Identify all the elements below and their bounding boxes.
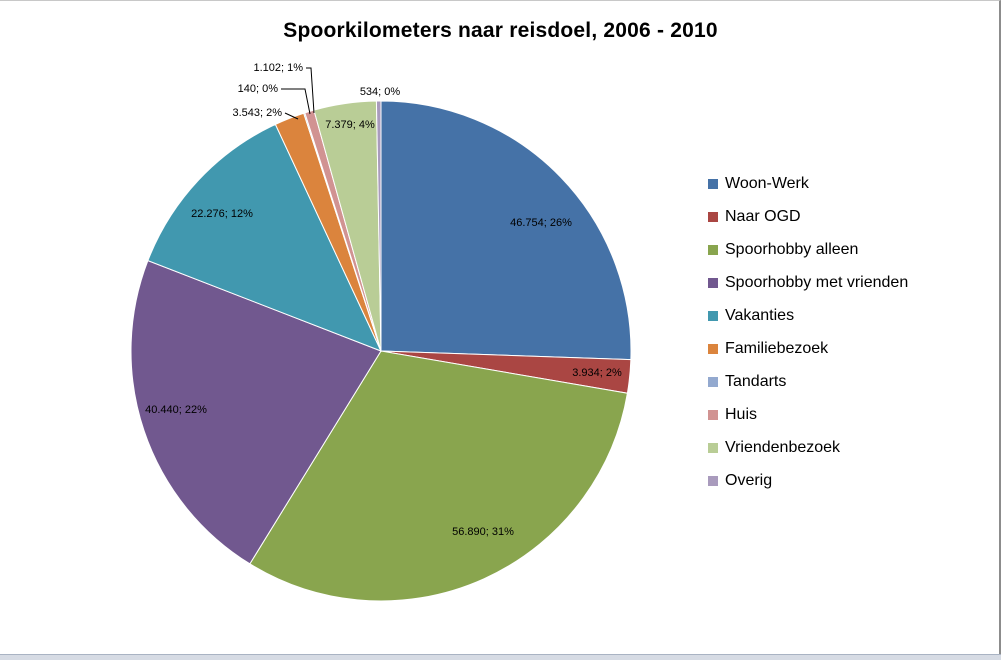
legend-label: Spoorhobby met vrienden <box>725 273 909 291</box>
legend: Woon-Werk Naar OGD Spoorhobby alleen Spoorh… <box>708 167 908 497</box>
leader-line <box>281 88 311 115</box>
legend-label: Spoorhobby alleen <box>725 240 859 258</box>
legend-swatch <box>708 244 718 255</box>
legend-label: Tandarts <box>725 372 787 390</box>
legend-label: Vriendenbezoek <box>725 438 841 456</box>
legend-swatch <box>708 376 718 387</box>
legend-swatch <box>708 277 718 288</box>
legend-item: Familiebezoek <box>708 332 908 365</box>
legend-swatch <box>708 409 718 420</box>
legend-item: Woon-Werk <box>708 167 908 200</box>
leader-line <box>306 67 315 114</box>
pie-slice-vakanties <box>147 123 382 352</box>
legend-item: Tandarts <box>708 365 908 398</box>
data-label: 3.934; 2% <box>572 367 622 379</box>
legend-label: Overig <box>725 471 773 489</box>
legend-label: Familiebezoek <box>725 339 829 357</box>
legend-label: Woon-Werk <box>725 174 809 192</box>
legend-item: Overig <box>708 464 908 497</box>
data-label: 46.754; 26% <box>510 217 572 229</box>
pie-slice-woon-werk <box>380 100 632 361</box>
data-label: 3.543; 2% <box>232 107 282 119</box>
chart-title: Spoorkilometers naar reisdoel, 2006 - 20… <box>283 19 718 42</box>
pie-slice-overig <box>375 100 382 352</box>
legend-item: Naar OGD <box>708 200 908 233</box>
legend-item: Huis <box>708 398 908 431</box>
pie-slice-spoorhobby-met-vrienden <box>130 259 382 565</box>
data-label: 140; 0% <box>238 83 279 95</box>
legend-swatch <box>708 475 718 486</box>
pie-slice-spoorhobby-alleen <box>249 350 628 602</box>
data-label: 22.276; 12% <box>191 208 253 220</box>
legend-swatch <box>708 211 718 222</box>
legend-item: Spoorhobby met vrienden <box>708 266 908 299</box>
legend-swatch <box>708 442 718 453</box>
legend-item: Vriendenbezoek <box>708 431 908 464</box>
legend-swatch <box>708 178 718 189</box>
leader-line <box>284 112 299 120</box>
data-label: 1.102; 1% <box>253 62 303 74</box>
legend-label: Huis <box>725 405 758 423</box>
data-label: 534; 0% <box>360 86 401 98</box>
data-label: 7.379; 4% <box>325 119 375 131</box>
data-label: 40.440; 22% <box>145 404 207 416</box>
legend-item: Spoorhobby alleen <box>708 233 908 266</box>
legend-label: Vakanties <box>725 306 795 324</box>
legend-item: Vakanties <box>708 299 908 332</box>
sheet-tab-strip <box>0 654 1001 660</box>
legend-label: Naar OGD <box>725 207 801 225</box>
data-label: 56.890; 31% <box>452 526 514 538</box>
legend-swatch <box>708 310 718 321</box>
legend-swatch <box>708 343 718 354</box>
